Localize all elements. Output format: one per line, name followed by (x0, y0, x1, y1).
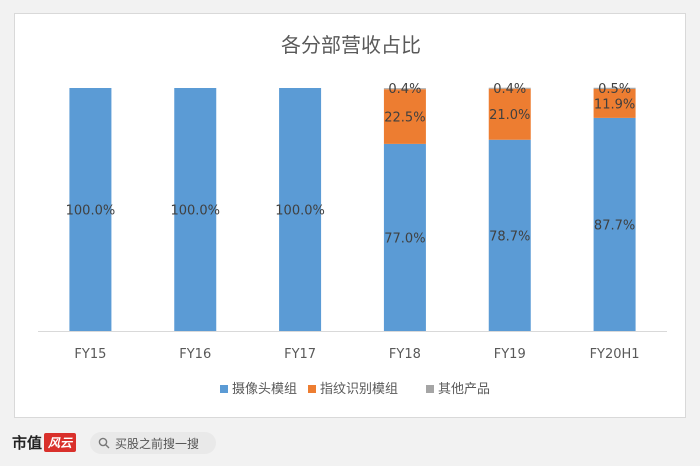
x-tick-label: FY19 (494, 347, 526, 362)
x-tick-label: FY16 (179, 347, 211, 362)
data-label: 77.0% (384, 231, 425, 246)
data-label: 21.0% (489, 108, 530, 123)
chart-card: 各分部营收占比 100.0% FY15 100.0% FY16 100.0% FY17 77.… (14, 13, 686, 418)
bar-FY17-series-0 (279, 88, 322, 331)
data-label: 78.7% (489, 229, 530, 244)
bar-FY19-series-2 (488, 87, 531, 89)
chart-title: 各分部营收占比 (281, 33, 421, 57)
bar-FY19-series-0 (488, 139, 531, 331)
data-label: 0.5% (598, 82, 631, 97)
x-tick-label: FY15 (74, 347, 106, 362)
bar-FY19-series-1 (488, 88, 531, 140)
legend-swatch (220, 385, 228, 393)
legend-swatch (308, 385, 316, 393)
legend-label: 摄像头模组 (232, 382, 297, 397)
x-tick-label: FY18 (389, 347, 421, 362)
data-label: 0.4% (388, 82, 421, 97)
legend-swatch (426, 385, 434, 393)
bar-FY20H1-series-2 (593, 87, 636, 89)
brand-logo[interactable]: 市值 风云 (12, 432, 77, 453)
stacked-bar-chart: 各分部营收占比 100.0% FY15 100.0% FY16 100.0% FY17 77.… (38, 33, 667, 397)
bar-FY20H1-series-0 (593, 117, 636, 331)
bar-FY16-series-0 (174, 88, 217, 331)
bar-FY15-series-0 (69, 88, 112, 331)
x-tick-label: FY17 (284, 347, 316, 362)
bar-FY20H1-series-1 (593, 88, 636, 118)
brand-mark: 风云 (44, 433, 77, 452)
data-label: 100.0% (66, 204, 116, 219)
data-label: 22.5% (384, 111, 425, 126)
data-label: 0.4% (493, 82, 526, 97)
legend-label: 指纹识别模组 (320, 382, 398, 397)
brand-text: 市值 (12, 434, 43, 452)
data-label: 100.0% (275, 204, 325, 219)
x-tick-label: FY20H1 (590, 347, 640, 362)
bar-FY18-series-2 (383, 88, 426, 90)
data-label: 87.7% (594, 218, 635, 233)
bar-FY18-series-1 (383, 89, 426, 144)
data-label: 11.9% (594, 97, 635, 112)
data-label: 100.0% (170, 204, 220, 219)
search-input[interactable]: 买股之前搜一搜 (90, 432, 216, 454)
legend-label: 其他产品 (438, 382, 490, 397)
bar-FY18-series-0 (383, 143, 426, 331)
search-icon (98, 437, 110, 449)
footer-bar: 市值 风云 买股之前搜一搜 (0, 424, 700, 466)
search-placeholder: 买股之前搜一搜 (115, 436, 200, 451)
